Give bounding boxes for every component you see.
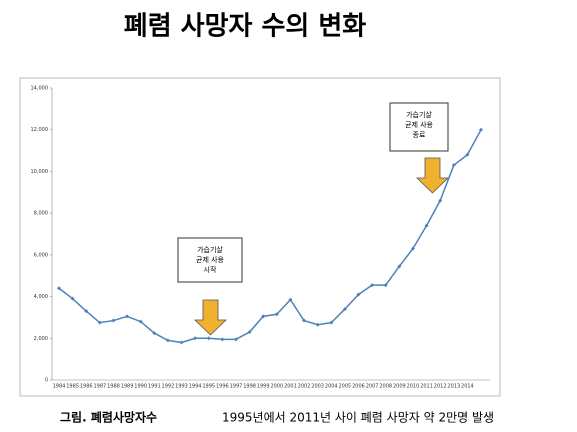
- x-tick-label: 2014: [461, 384, 474, 390]
- x-tick-label: 1990: [134, 384, 147, 390]
- data-point: [125, 314, 130, 319]
- data-point: [451, 163, 456, 168]
- data-point: [220, 337, 225, 342]
- annotation-text: 가습기살: [406, 110, 432, 119]
- data-point: [479, 127, 483, 132]
- data-point: [370, 283, 375, 288]
- data-point: [274, 312, 279, 317]
- data-point: [288, 297, 293, 302]
- annotation-box: [389, 102, 449, 152]
- x-tick-label: 1999: [257, 384, 270, 390]
- data-point: [438, 198, 443, 203]
- data-point: [329, 320, 334, 325]
- x-tick-label: 1998: [243, 384, 256, 390]
- annotation-box: [177, 237, 243, 283]
- x-tick-label: 2002: [298, 384, 311, 390]
- y-tick-label: 10,000: [31, 169, 49, 175]
- x-tick-label: 1991: [148, 384, 161, 390]
- y-tick-label: 12,000: [31, 127, 49, 133]
- y-tick-label: 2,000: [34, 336, 48, 342]
- x-tick-label: 1986: [80, 384, 93, 390]
- data-point: [165, 338, 170, 343]
- data-point: [397, 264, 402, 269]
- x-tick-label: 1992: [162, 384, 175, 390]
- x-tick-label: 1984: [53, 384, 66, 390]
- data-point: [247, 330, 252, 335]
- annotation-text: 균제 사용: [196, 255, 225, 264]
- data-point: [465, 152, 470, 157]
- annotation-text: 균제 사용: [405, 120, 434, 129]
- x-tick-label: 1996: [216, 384, 229, 390]
- arrow: [194, 157, 449, 336]
- data-point: [111, 318, 116, 323]
- x-tick-label: 1994: [189, 384, 202, 390]
- data-point: [179, 340, 184, 345]
- x-tick-label: 1985: [66, 384, 79, 390]
- data-point: [261, 314, 266, 319]
- y-tick-label: 8,000: [34, 211, 48, 217]
- x-tick-label: 2007: [366, 384, 379, 390]
- x-tick-label: 1987: [93, 384, 106, 390]
- x-tick-label: 2013: [447, 384, 460, 390]
- x-tick-label: 1988: [107, 384, 120, 390]
- x-tick-label: 2000: [270, 384, 283, 390]
- chart-title: 폐렴 사망자 수의 변화: [124, 12, 367, 42]
- x-tick-label: 2006: [352, 384, 365, 390]
- caption-label: 그림. 폐렴사망자수: [60, 410, 157, 425]
- y-tick-label: 4,000: [34, 294, 48, 300]
- data-point: [152, 331, 157, 336]
- annotation-text: 시작: [204, 265, 217, 274]
- y-tick-label: 14,000: [31, 86, 49, 92]
- data-point: [57, 286, 61, 291]
- data-point: [315, 322, 320, 327]
- data-point: [70, 296, 75, 301]
- y-tick-label: 6,000: [34, 252, 48, 258]
- caption-text: 1995년에서 2011년 사이 폐렴 사망자 약 2만명 발생: [222, 410, 494, 425]
- y-tick-label: 0: [45, 378, 48, 384]
- x-tick-label: 2008: [379, 384, 392, 390]
- data-point: [233, 337, 238, 342]
- data-point: [84, 309, 89, 314]
- data-point: [206, 336, 211, 341]
- data-point: [383, 283, 388, 288]
- data-point: [193, 336, 198, 341]
- series-line: [58, 129, 482, 344]
- x-tick-label: 2005: [339, 384, 352, 390]
- x-tick-label: 1997: [230, 384, 243, 390]
- annotation-text: 종료: [413, 131, 426, 139]
- x-tick-label: 1989: [121, 384, 134, 390]
- x-tick-label: 1993: [175, 384, 188, 390]
- data-point: [97, 320, 102, 325]
- data-point: [410, 246, 415, 251]
- x-tick-label: 2003: [311, 384, 324, 390]
- x-tick-label: 1995: [202, 384, 215, 390]
- x-tick-label: 2012: [434, 384, 447, 390]
- data-point: [424, 223, 429, 228]
- x-tick-label: 2004: [325, 384, 338, 390]
- data-point: [342, 307, 347, 312]
- annotation-text: 가습기살: [197, 245, 223, 254]
- data-point: [138, 319, 143, 324]
- data-point: [302, 318, 307, 323]
- x-tick-label: 2009: [393, 384, 406, 390]
- x-tick-label: 2010: [407, 384, 420, 390]
- x-tick-label: 2011: [420, 384, 433, 390]
- data-point: [356, 292, 361, 297]
- x-tick-label: 2001: [284, 384, 297, 390]
